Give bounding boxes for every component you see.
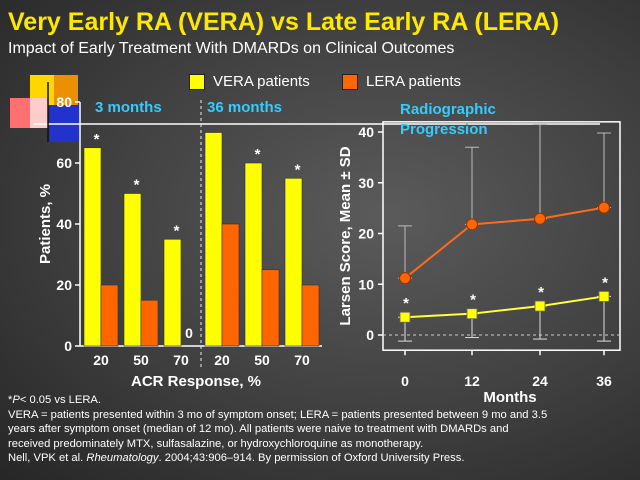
line-x-tick-label: 0 xyxy=(401,373,409,389)
bar-lera xyxy=(100,284,119,347)
line-y-tick-label: 20 xyxy=(358,226,374,242)
slide-subtitle: Impact of Early Treatment With DMARDs on… xyxy=(8,40,455,57)
line-y-tick-label: 0 xyxy=(366,327,374,343)
bar-x-tick-label: 70 xyxy=(173,352,189,368)
bar-vera xyxy=(123,193,142,347)
line-y-tick-label: 10 xyxy=(358,276,374,292)
line-point-vera xyxy=(466,308,478,320)
line-point-lera xyxy=(466,218,478,231)
line-x-axis-title: Months xyxy=(483,389,536,406)
legend-label-lera: LERA patients xyxy=(366,73,462,90)
bar-group-label: 3 months xyxy=(95,99,162,116)
line-x-tick-label: 24 xyxy=(532,373,548,389)
line-y-axis-title: Larsen Score, Mean ± SD xyxy=(337,146,354,325)
line-significance-marker: * xyxy=(538,284,544,301)
bar-x-tick-label: 50 xyxy=(133,352,149,368)
bar-vera xyxy=(83,147,102,347)
legend-swatch-vera xyxy=(189,73,205,90)
footnote-citation: Nell, VPK et al. Rheumatology. 2004;43:9… xyxy=(8,452,465,465)
bar-x-tick-label: 70 xyxy=(294,352,310,368)
line-x-tick-label: 12 xyxy=(464,373,480,389)
bar-x-axis-title: ACR Response, % xyxy=(131,373,261,390)
bar-y-tick-label: 40 xyxy=(56,216,72,232)
line-point-vera xyxy=(598,291,610,302)
bar-x-tick-label: 50 xyxy=(254,352,270,368)
bar-vera xyxy=(163,238,182,347)
footnote-significance: *P< 0.05 vs LERA. xyxy=(8,394,101,406)
bar-x-tick-label: 20 xyxy=(214,352,230,368)
line-point-lera xyxy=(399,272,411,285)
line-x-tick-label: 36 xyxy=(596,373,612,389)
bar-vera xyxy=(204,132,223,347)
footnote-definition-3: received predominately MTX, sulfasalazin… xyxy=(8,437,424,450)
footnote-definition-2: years after symptom onset (median of 12 … xyxy=(8,423,509,436)
bar-group-label: 36 months xyxy=(207,99,282,116)
line-point-vera xyxy=(534,300,546,312)
line-significance-marker: * xyxy=(470,292,476,309)
bar-y-axis-title: Patients, % xyxy=(37,184,54,264)
bar-zero-label: 0 xyxy=(185,325,193,341)
logo-square-red xyxy=(10,98,30,128)
bar-significance-marker: * xyxy=(255,146,261,163)
footnote-definition-1: VERA = patients presented within 3 mo of… xyxy=(8,408,548,421)
bar-significance-marker: * xyxy=(174,222,180,239)
line-significance-marker: * xyxy=(403,295,409,312)
footnotes: *P< 0.05 vs LERA. VERA = patients presen… xyxy=(8,393,628,466)
slide-title: Very Early RA (VERA) vs Late Early RA (L… xyxy=(8,8,560,36)
line-y-tick-label: 40 xyxy=(358,124,374,140)
line-chart-title-1: Radiographic xyxy=(400,101,496,118)
line-point-lera xyxy=(598,201,610,214)
legend-swatch-lera xyxy=(342,73,358,90)
line-significance-marker: * xyxy=(602,274,608,291)
bar-y-tick-label: 60 xyxy=(56,155,72,171)
bar-lera xyxy=(301,284,320,347)
bar-lera xyxy=(261,269,280,347)
bar-y-tick-label: 20 xyxy=(56,277,72,293)
bar-y-tick-label: 80 xyxy=(56,94,72,110)
bar-y-tick-label: 0 xyxy=(64,338,72,354)
bar-vera xyxy=(244,162,263,347)
bar-x-tick-label: 20 xyxy=(93,352,109,368)
legend-item-vera: VERA patients xyxy=(189,73,310,90)
legend-label-vera: VERA patients xyxy=(213,73,310,90)
line-point-lera xyxy=(534,212,546,225)
line-series-vera xyxy=(404,295,605,319)
bar-lera xyxy=(221,223,240,347)
line-y-tick-label: 30 xyxy=(358,175,374,191)
line-plot-frame xyxy=(382,121,621,351)
logo-square-orange xyxy=(54,75,78,105)
line-point-vera xyxy=(399,311,411,323)
line-series-lera xyxy=(404,206,605,279)
legend-item-lera: LERA patients xyxy=(342,73,461,90)
bar-vera xyxy=(284,177,303,347)
bar-lera xyxy=(140,299,159,347)
bar-significance-marker: * xyxy=(295,161,301,178)
bar-significance-marker: * xyxy=(94,131,100,148)
bar-significance-marker: * xyxy=(134,177,140,194)
line-chart-title-2: Progression xyxy=(400,121,488,138)
